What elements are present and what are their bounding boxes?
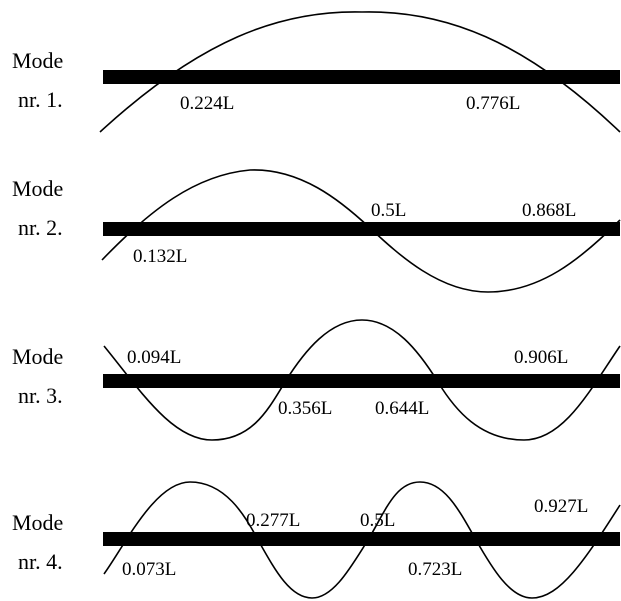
mode-2-label-line2: nr. 2. [18,215,63,240]
mode-3-label-line2: nr. 3. [18,383,63,408]
mode-1-wave [99,11,621,133]
mode-4-node-label-4: 0.723L [408,559,462,580]
mode-2-node-label-1: 0.132L [133,246,187,267]
mode-3-node-label-2: 0.356L [278,398,332,419]
mode-4: Mode nr. 4. 0.073L 0.277L 0.5L 0.723L 0.… [12,481,621,599]
mode-3-node-label-3: 0.644L [375,398,429,419]
mode-4-node-label-1: 0.073L [122,559,176,580]
mode-3: Mode nr. 3. 0.094L 0.356L 0.644L 0.906L [12,319,621,441]
mode-1-label-line2: nr. 1. [18,87,63,112]
mode-2: Mode nr. 2. 0.132L 0.5L 0.868L [12,169,621,293]
mode-3-wave [103,319,621,441]
mode-3-beam [103,374,620,388]
mode-4-node-label-2: 0.277L [246,510,300,531]
mode-1: Mode nr. 1. 0.224L 0.776L [12,11,621,133]
mode-4-label-line2: nr. 4. [18,549,63,574]
mode-4-label-line1: Mode [12,510,63,535]
mode-1-node-label-1: 0.224L [180,93,234,114]
mode-2-label-line1: Mode [12,176,63,201]
mode-2-beam [103,222,620,236]
mode-1-node-label-2: 0.776L [466,93,520,114]
mode-3-label-line1: Mode [12,344,63,369]
mode-3-node-label-1: 0.094L [127,347,181,368]
mode-4-beam [103,532,620,546]
mode-1-beam [103,70,620,84]
mode-4-node-label-3: 0.5L [360,510,395,531]
mode-2-node-label-2: 0.5L [371,200,406,221]
mode-2-node-label-3: 0.868L [522,200,576,221]
mode-3-node-label-4: 0.906L [514,347,568,368]
mode-4-node-label-5: 0.927L [534,496,588,517]
mode-1-label-line1: Mode [12,48,63,73]
